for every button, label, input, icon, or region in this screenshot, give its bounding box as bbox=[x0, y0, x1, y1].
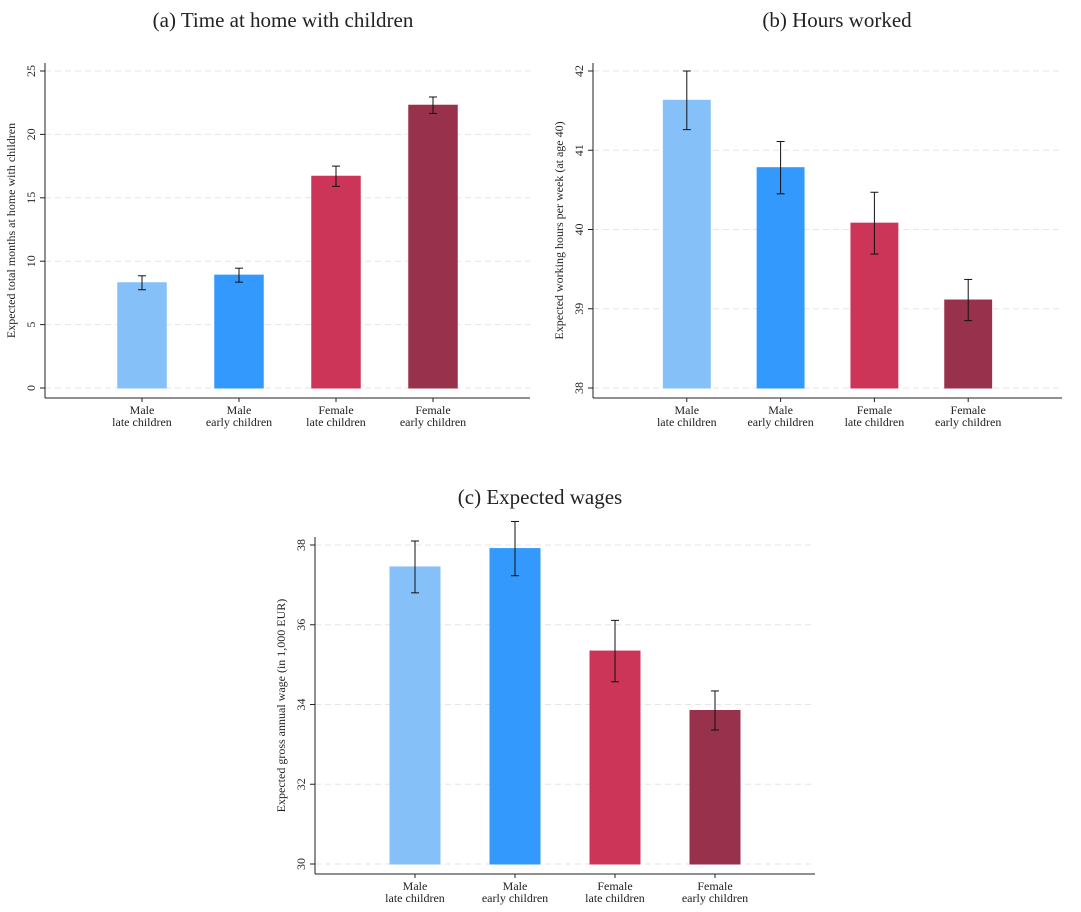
bar bbox=[756, 167, 805, 389]
y-tick-label: 32 bbox=[294, 778, 308, 790]
x-tick-label: Female early children bbox=[399, 403, 467, 429]
x-tick-label: Female early children bbox=[681, 879, 749, 905]
x-tick-label: Male early children bbox=[205, 403, 273, 429]
chart-title: (a) Time at home with children bbox=[153, 8, 414, 32]
bar bbox=[689, 709, 741, 865]
y-tick-label: 40 bbox=[572, 224, 586, 236]
x-tick-label: Female late children bbox=[306, 403, 366, 429]
y-tick-label: 34 bbox=[294, 699, 308, 711]
x-tick-label: Male late children bbox=[112, 403, 172, 429]
y-tick-label: 41 bbox=[572, 144, 586, 156]
y-tick-label: 0 bbox=[24, 385, 38, 391]
x-tick-label: Male late children bbox=[385, 879, 445, 905]
y-tick-label: 36 bbox=[294, 619, 308, 631]
y-tick-label: 20 bbox=[24, 128, 38, 140]
bar bbox=[662, 99, 711, 389]
bar bbox=[408, 104, 458, 389]
chart-title: (c) Expected wages bbox=[458, 485, 622, 509]
bar bbox=[311, 175, 361, 389]
y-tick-label: 10 bbox=[24, 255, 38, 267]
y-axis-label: Expected total months at home with child… bbox=[4, 123, 18, 338]
x-tick-label: Female late children bbox=[844, 403, 905, 429]
y-tick-label: 38 bbox=[294, 539, 308, 551]
x-tick-label: Male late children bbox=[656, 403, 717, 429]
x-tick-label: Male early children bbox=[747, 403, 814, 429]
chart-title: (b) Hours worked bbox=[762, 8, 912, 32]
y-tick-label: 42 bbox=[572, 65, 586, 77]
bar bbox=[489, 548, 541, 865]
bar bbox=[214, 274, 264, 389]
y-tick-label: 39 bbox=[572, 303, 586, 315]
y-axis-label: Expected working hours per week (at age … bbox=[552, 121, 566, 339]
x-tick-label: Female early children bbox=[935, 403, 1002, 429]
y-axis-label: Expected gross annual wage (in 1,000 EUR… bbox=[274, 599, 288, 813]
y-tick-label: 5 bbox=[24, 322, 38, 328]
x-tick-label: Female late children bbox=[585, 879, 645, 905]
bar bbox=[117, 282, 167, 389]
y-tick-label: 30 bbox=[294, 858, 308, 870]
y-tick-label: 38 bbox=[572, 382, 586, 394]
x-tick-label: Male early children bbox=[481, 879, 549, 905]
y-tick-label: 15 bbox=[24, 192, 38, 204]
bar bbox=[589, 650, 641, 865]
bar bbox=[389, 566, 441, 865]
y-tick-label: 25 bbox=[24, 65, 38, 77]
